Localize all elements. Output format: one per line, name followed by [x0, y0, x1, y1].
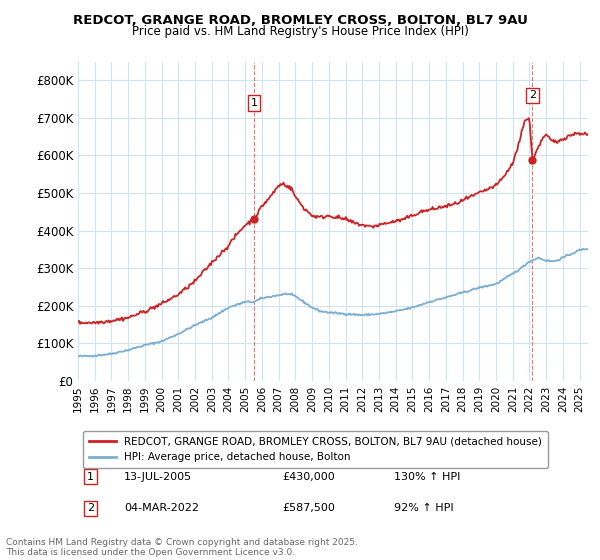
Text: Price paid vs. HM Land Registry's House Price Index (HPI): Price paid vs. HM Land Registry's House … — [131, 25, 469, 38]
Text: £430,000: £430,000 — [282, 472, 335, 482]
Legend: REDCOT, GRANGE ROAD, BROMLEY CROSS, BOLTON, BL7 9AU (detached house), HPI: Avera: REDCOT, GRANGE ROAD, BROMLEY CROSS, BOLT… — [83, 431, 548, 468]
Text: 13-JUL-2005: 13-JUL-2005 — [124, 472, 192, 482]
Text: 92% ↑ HPI: 92% ↑ HPI — [394, 503, 454, 514]
Text: 1: 1 — [87, 472, 94, 482]
Text: 130% ↑ HPI: 130% ↑ HPI — [394, 472, 461, 482]
Text: Contains HM Land Registry data © Crown copyright and database right 2025.
This d: Contains HM Land Registry data © Crown c… — [6, 538, 358, 557]
Text: 2: 2 — [529, 90, 536, 100]
Text: REDCOT, GRANGE ROAD, BROMLEY CROSS, BOLTON, BL7 9AU: REDCOT, GRANGE ROAD, BROMLEY CROSS, BOLT… — [73, 14, 527, 27]
Text: £587,500: £587,500 — [282, 503, 335, 514]
Text: 04-MAR-2022: 04-MAR-2022 — [124, 503, 199, 514]
Text: 1: 1 — [251, 98, 257, 108]
Text: 2: 2 — [87, 503, 94, 514]
